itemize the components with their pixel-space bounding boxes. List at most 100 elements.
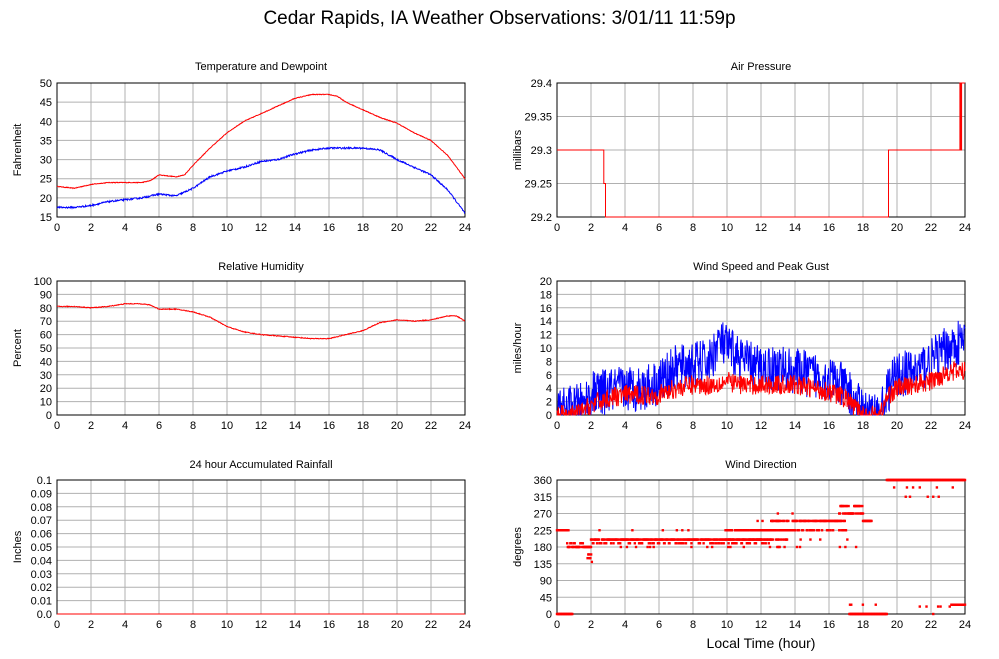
x-tick-label: 2 (588, 619, 594, 631)
data-point (648, 545, 652, 549)
data-point (734, 529, 738, 532)
data-point (626, 538, 630, 541)
y-tick-label: 14 (540, 316, 552, 328)
data-point (749, 538, 752, 541)
data-point (787, 519, 790, 523)
plot-frame (556, 479, 966, 615)
data-point (935, 486, 939, 489)
data-point (589, 545, 593, 549)
data-point (589, 553, 593, 556)
data-point (722, 542, 725, 545)
data-point (742, 545, 746, 549)
data-point (848, 603, 852, 606)
data-point (779, 538, 783, 541)
x-tick-label: 18 (357, 420, 369, 432)
data-point (568, 545, 571, 549)
data-point (861, 603, 865, 606)
data-point (801, 519, 804, 523)
data-point (812, 519, 815, 523)
data-point (939, 605, 942, 608)
data-point (595, 542, 599, 545)
x-tick-label: 10 (721, 619, 733, 631)
y-tick-label: 0.03 (31, 569, 52, 581)
data-point (661, 529, 665, 532)
x-tick-label: 10 (721, 420, 733, 432)
data-point (784, 529, 788, 532)
y-tick-label: 0.05 (31, 542, 52, 554)
data-point (757, 529, 760, 532)
y-tick-label: 0.09 (31, 488, 52, 500)
data-point (657, 542, 661, 545)
data-point (639, 542, 642, 545)
data-point (778, 519, 781, 523)
x-tick-label: 12 (255, 619, 267, 631)
data-point (755, 538, 759, 541)
data-point (571, 612, 574, 616)
data-point (675, 529, 679, 532)
data-point (689, 538, 693, 541)
y-axis-label: Fahrenheit (12, 124, 24, 177)
data-point (657, 538, 660, 541)
x-tick-label: 2 (88, 420, 94, 432)
data-point (776, 512, 780, 515)
data-point (771, 529, 774, 532)
x-tick-label: 24 (959, 222, 971, 234)
data-point (673, 538, 677, 541)
series-line-0 (557, 82, 965, 218)
data-point (843, 504, 846, 508)
y-tick-label: 29.2 (531, 212, 552, 224)
y-tick-label: 2 (546, 397, 552, 409)
data-point (850, 603, 853, 606)
x-tick-label: 10 (721, 222, 733, 234)
y-tick-label: 29.25 (524, 179, 552, 191)
data-point (809, 519, 813, 523)
y-axis-label: Inches (12, 530, 24, 563)
data-point (714, 542, 718, 545)
plot-frame (56, 280, 466, 416)
y-tick-label: 40 (40, 356, 52, 368)
x-tick-label: 18 (357, 619, 369, 631)
data-point (652, 542, 655, 545)
data-point (611, 538, 615, 541)
x-tick-label: 18 (357, 222, 369, 234)
data-point (747, 538, 750, 541)
data-point (811, 529, 814, 532)
data-point (706, 545, 709, 549)
data-point (567, 529, 570, 532)
x-tick-label: 20 (891, 619, 903, 631)
y-tick-label: 0 (46, 410, 52, 422)
data-point (785, 538, 789, 541)
data-point (639, 538, 643, 541)
plot-frame (556, 280, 966, 416)
data-point (727, 545, 730, 549)
data-point (770, 538, 773, 541)
data-point (598, 529, 601, 532)
x-tick-label: 20 (891, 420, 903, 432)
plot-frame (56, 82, 466, 218)
y-tick-label: 25 (40, 174, 52, 186)
y-axis-label: degrees (512, 527, 524, 567)
x-tick-label: 8 (190, 420, 196, 432)
x-tick-label: 6 (656, 420, 662, 432)
data-point (806, 529, 809, 532)
y-tick-label: 40 (40, 116, 52, 128)
data-point (827, 529, 830, 532)
data-point (597, 538, 601, 541)
data-point (628, 542, 632, 545)
data-point (702, 542, 705, 545)
data-point (800, 529, 804, 532)
data-point (717, 542, 721, 545)
x-tick-label: 8 (190, 619, 196, 631)
data-point (578, 545, 581, 549)
data-point (771, 538, 775, 541)
data-point (748, 542, 752, 545)
chart-title: Relative Humidity (218, 261, 304, 273)
data-point (761, 538, 764, 541)
x-tick-label: 2 (588, 222, 594, 234)
data-point (757, 538, 761, 541)
data-point (844, 529, 848, 532)
data-point (911, 486, 915, 489)
y-tick-label: 270 (534, 509, 552, 521)
